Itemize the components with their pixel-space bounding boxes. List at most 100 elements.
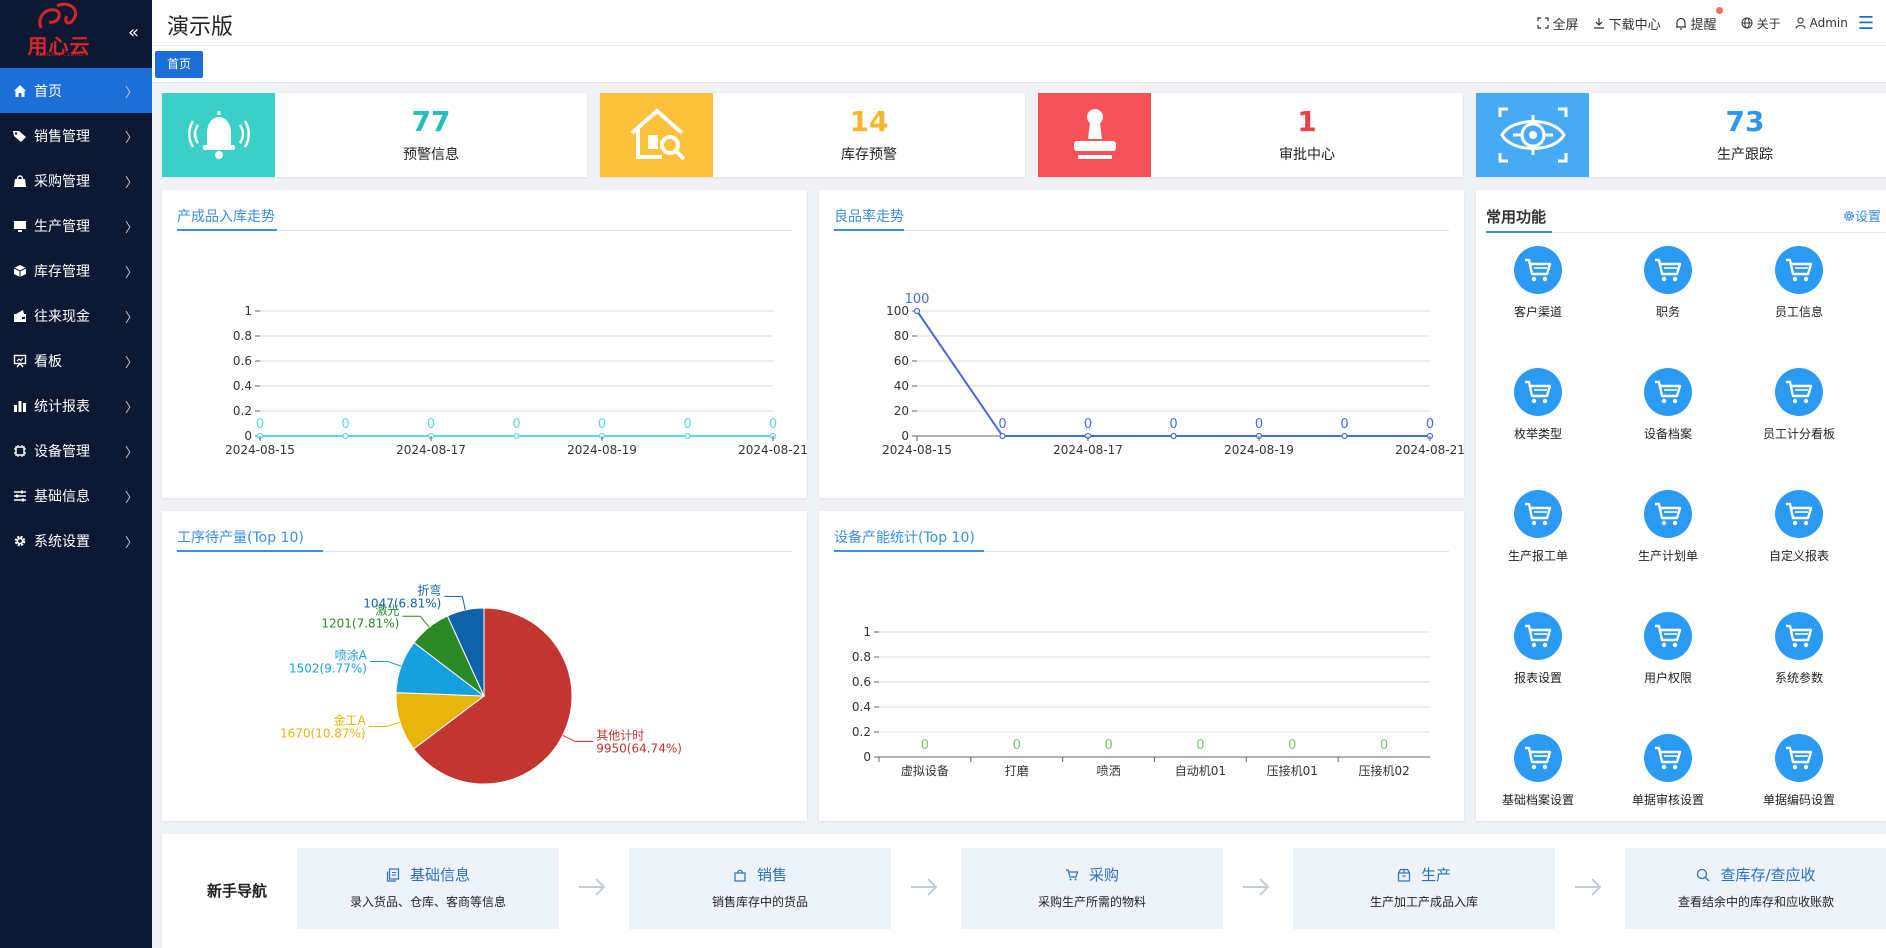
page-title: 演示版: [167, 15, 234, 40]
x-tick-label: 2024-08-19: [1224, 443, 1294, 457]
quick-function-item[interactable]: 用户权限: [1608, 612, 1728, 686]
sidebar-item-label: 库存管理: [34, 263, 90, 280]
data-label: 0: [683, 417, 691, 432]
fullscreen-button[interactable]: 全屏: [1536, 14, 1579, 33]
stat-card-production-tracking[interactable]: 73 生产跟踪: [1476, 93, 1886, 177]
x-tick-label: 虚拟设备: [901, 764, 949, 778]
chevron-right-icon: 〉: [124, 86, 138, 101]
data-label: 0: [1196, 738, 1204, 753]
x-tick-label: 2024-08-21: [1395, 443, 1464, 457]
quick-function-item[interactable]: 枚举类型: [1478, 368, 1598, 442]
quick-function-item[interactable]: 职务: [1608, 246, 1728, 320]
slice-name: 金工A: [333, 712, 366, 727]
quick-function-item[interactable]: 客户渠道: [1478, 246, 1598, 320]
title-underline: [1486, 231, 1552, 233]
guide-step-purchase[interactable]: 采购 采购生产所需的物料: [961, 848, 1223, 929]
panel-title: 工序待产量(Top 10): [177, 530, 304, 546]
logo: 用心云 YONGXIN CLOUD: [0, 0, 152, 66]
chevron-right-icon: 〉: [124, 176, 138, 191]
download-center-button[interactable]: 下载中心: [1593, 14, 1661, 33]
y-tick-label: 0.6: [233, 354, 252, 368]
y-tick-label: 0.8: [852, 650, 871, 664]
guide-step-sales[interactable]: 销售 销售库存中的货品: [629, 848, 891, 929]
sidebar-item-inventory[interactable]: 库存管理 〉: [0, 248, 152, 293]
sidebar-item-basic-info[interactable]: 基础信息 〉: [0, 473, 152, 518]
remind-button[interactable]: 提醒: [1675, 6, 1723, 33]
stat-card-approval[interactable]: 1 审批中心: [1038, 93, 1463, 177]
data-label: 0: [598, 417, 606, 432]
slice-value: 1502(9.77%): [289, 662, 367, 676]
package-icon: [1397, 868, 1411, 882]
quick-settings-label: 设置: [1854, 210, 1881, 225]
user-menu[interactable]: Admin: [1795, 16, 1848, 30]
quick-function-item[interactable]: 单据编码设置: [1739, 734, 1859, 808]
y-tick-label: 40: [894, 379, 909, 393]
quick-function-item[interactable]: 报表设置: [1478, 612, 1598, 686]
data-point: [1341, 432, 1348, 440]
quick-function-item[interactable]: 员工信息: [1739, 246, 1859, 320]
y-tick-label: 80: [894, 329, 909, 343]
tab-home[interactable]: 首页: [155, 51, 204, 78]
tag-icon: [12, 128, 28, 144]
box-icon: [12, 263, 28, 279]
quick-function-item[interactable]: 设备档案: [1608, 368, 1728, 442]
sidebar-item-label: 销售管理: [34, 128, 90, 145]
y-tick-label: 1: [863, 625, 871, 639]
sidebar-item-purchase[interactable]: 采购管理 〉: [0, 158, 152, 203]
x-tick-label: 2024-08-15: [225, 443, 295, 457]
sidebar-item-cash[interactable]: 往来现金 〉: [0, 293, 152, 338]
y-tick-label: 0.4: [233, 379, 252, 393]
stat-label: 生产跟踪: [1717, 147, 1773, 163]
quick-function-label: 用户权限: [1643, 671, 1692, 685]
quick-function-item[interactable]: 单据审核设置: [1608, 734, 1728, 808]
label-line: [402, 615, 430, 628]
guide-step-title: 销售: [756, 866, 787, 884]
guide-step-query[interactable]: 查库存/查应收 查看结余中的库存和应收账款: [1625, 848, 1886, 929]
sidebar-item-equipment[interactable]: 设备管理 〉: [0, 428, 152, 473]
quick-function-item[interactable]: 生产报工单: [1478, 490, 1598, 564]
sidebar-item-home[interactable]: 首页 〉: [0, 68, 152, 113]
title-underline: [834, 229, 904, 231]
sidebar-item-system-settings[interactable]: 系统设置 〉: [0, 518, 152, 563]
slice-value: 1047(6.81%): [363, 596, 441, 610]
quick-function-label: 员工计分看板: [1762, 427, 1835, 441]
y-tick-label: 0.2: [233, 404, 252, 418]
data-label: 0: [427, 417, 435, 432]
stat-card-warnings[interactable]: 77 预警信息: [162, 93, 587, 177]
quick-function-item[interactable]: 自定义报表: [1739, 490, 1859, 564]
divider: [834, 551, 1449, 552]
quick-function-item[interactable]: 生产计划单: [1608, 490, 1728, 564]
collapse-sidebar-icon[interactable]: «: [128, 22, 140, 43]
sidebar-item-production[interactable]: 生产管理 〉: [0, 203, 152, 248]
data-label: 0: [1013, 738, 1021, 753]
quick-function-item[interactable]: 基础档案设置: [1478, 734, 1598, 808]
remind-label: 提醒: [1690, 17, 1717, 33]
sidebar-item-board[interactable]: 看板 〉: [0, 338, 152, 383]
quick-function-label: 设备档案: [1643, 427, 1692, 441]
process-pending-panel: 工序待产量(Top 10) 其他计时 9950(64.74%) 金工A 1670(10…: [162, 511, 807, 821]
y-tick-label: 0: [901, 429, 909, 443]
cart-icon: [1514, 246, 1562, 294]
quick-settings-button[interactable]: 设置: [1843, 206, 1881, 225]
slice-name: 折弯: [417, 582, 441, 597]
quick-function-item[interactable]: 系统参数: [1739, 612, 1859, 686]
quick-function-item[interactable]: 员工计分看板: [1739, 368, 1859, 442]
guide-step-basic-info[interactable]: 基础信息 录入货品、仓库、客商等信息: [297, 848, 559, 929]
sidebar-item-sales[interactable]: 销售管理 〉: [0, 113, 152, 158]
slice-name: 其他计时: [596, 729, 644, 743]
about-button[interactable]: 关于: [1741, 15, 1781, 32]
divider: [834, 230, 1449, 231]
data-label: 0: [1169, 417, 1177, 432]
about-label: 关于: [1756, 16, 1781, 31]
y-tick-label: 0.6: [852, 675, 871, 689]
logo-mark-icon: [38, 2, 78, 29]
cart-icon: [1775, 246, 1823, 294]
data-label: 0: [921, 738, 929, 753]
sidebar-item-reports[interactable]: 统计报表 〉: [0, 383, 152, 428]
quick-function-label: 基础档案设置: [1501, 793, 1574, 807]
menu-icon[interactable]: ☰: [1857, 12, 1874, 34]
equipment-capacity-chart: 0 0.2 0.4 0.6 0.8 1 0 虚拟设备 0 打磨 0 喷洒 0 自动机01 0 压接机01 0 压接…: [852, 625, 1430, 778]
data-point: [913, 307, 921, 315]
stat-card-stock-warning[interactable]: 14 库存预警: [600, 93, 1025, 177]
guide-step-production[interactable]: 生产 生产加工产成品入库: [1293, 848, 1555, 929]
